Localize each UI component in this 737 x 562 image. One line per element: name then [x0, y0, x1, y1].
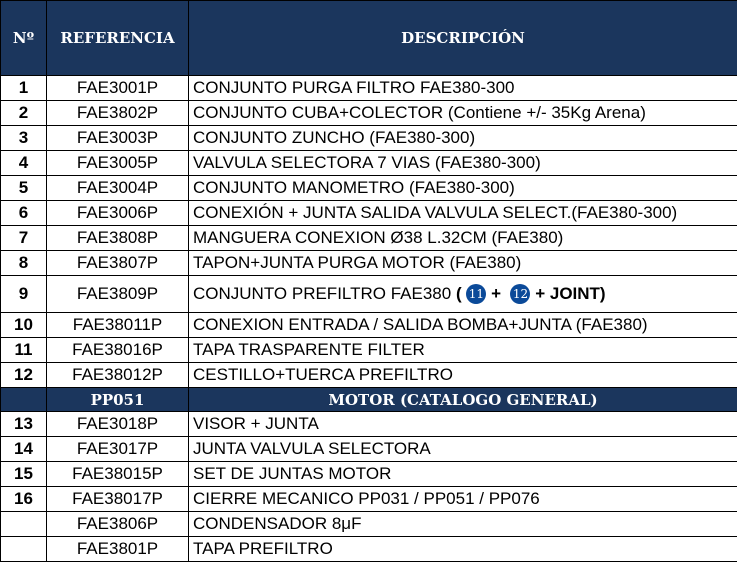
cell-desc: JUNTA VALVULA SELECTORA [189, 437, 737, 462]
paren-open: ( [456, 284, 462, 303]
cell-no: 1 [1, 76, 47, 101]
cell-no: 7 [1, 226, 47, 251]
circle-number-11-icon: 11 [466, 284, 486, 304]
cell-ref: FAE38011P [47, 313, 189, 338]
cell-no: 12 [1, 363, 47, 388]
cell-desc: CONEXION ENTRADA / SALIDA BOMBA+JUNTA (F… [189, 313, 737, 338]
cell-no: 11 [1, 338, 47, 363]
cell-ref: FAE38012P [47, 363, 189, 388]
cell-desc: TAPON+JUNTA PURGA MOTOR (FAE380) [189, 251, 737, 276]
cell-desc: CIERRE MECANICO PP031 / PP051 / PP076 [189, 487, 737, 512]
cell-no: 3 [1, 126, 47, 151]
cell-no: 13 [1, 412, 47, 437]
cell-desc: CONJUNTO MANOMETRO (FAE380-300) [189, 176, 737, 201]
cell-ref: FAE3003P [47, 126, 189, 151]
cell-no: 14 [1, 437, 47, 462]
cell-desc: CONJUNTO PREFILTRO FAE380 ( 11 + 12 + JO… [189, 276, 737, 313]
cell-ref: FAE3006P [47, 201, 189, 226]
cell-ref: FAE3806P [47, 512, 189, 537]
cell-desc: VISOR + JUNTA [189, 412, 737, 437]
cell-no: 2 [1, 101, 47, 126]
cell-ref: FAE3808P [47, 226, 189, 251]
cell-desc: CONJUNTO CUBA+COLECTOR (Contiene +/- 35K… [189, 101, 737, 126]
cell-no: 16 [1, 487, 47, 512]
cell-desc: TAPA PREFILTRO [189, 537, 737, 562]
cell-ref: FAE3801P [47, 537, 189, 562]
header-row: Nº REFERENCIA DESCRIPCIÓN [1, 1, 737, 76]
cell-no: 8 [1, 251, 47, 276]
cell-ref: FAE3005P [47, 151, 189, 176]
cell-no: 4 [1, 151, 47, 176]
cell-desc: CONJUNTO ZUNCHO (FAE380-300) [189, 126, 737, 151]
header-no: Nº [1, 1, 47, 76]
section-ref: PP051 [47, 388, 189, 412]
section-no [1, 388, 47, 412]
cell-desc: SET DE JUNTAS MOTOR [189, 462, 737, 487]
cell-desc: CONJUNTO PURGA FILTRO FAE380-300 [189, 76, 737, 101]
cell-ref: FAE3017P [47, 437, 189, 462]
plus-text: + [491, 284, 501, 303]
cell-desc: CONDENSADOR 8μF [189, 512, 737, 537]
cell-no: 9 [1, 276, 47, 313]
cell-desc: CESTILLO+TUERCA PREFILTRO [189, 363, 737, 388]
desc-text: CONJUNTO PREFILTRO FAE380 [193, 284, 451, 303]
cell-no: 5 [1, 176, 47, 201]
joint-text: + JOINT) [535, 284, 605, 303]
cell-no: 6 [1, 201, 47, 226]
cell-ref: FAE3018P [47, 412, 189, 437]
cell-no [1, 512, 47, 537]
header-desc: DESCRIPCIÓN [189, 1, 737, 76]
cell-ref: FAE3807P [47, 251, 189, 276]
cell-no [1, 537, 47, 562]
cell-ref: FAE3001P [47, 76, 189, 101]
cell-desc: VALVULA SELECTORA 7 VIAS (FAE380-300) [189, 151, 737, 176]
cell-no: 10 [1, 313, 47, 338]
cell-ref: FAE3802P [47, 101, 189, 126]
cell-ref: FAE38015P [47, 462, 189, 487]
circle-number-12-icon: 12 [510, 284, 530, 304]
cell-desc: TAPA TRASPARENTE FILTER [189, 338, 737, 363]
section-desc: MOTOR (CATALOGO GENERAL) [189, 388, 737, 412]
cell-ref: FAE38017P [47, 487, 189, 512]
cell-ref: FAE38016P [47, 338, 189, 363]
cell-ref: FAE3809P [47, 276, 189, 313]
header-ref: REFERENCIA [47, 1, 189, 76]
cell-desc: CONEXIÓN + JUNTA SALIDA VALVULA SELECT.(… [189, 201, 737, 226]
cell-no: 15 [1, 462, 47, 487]
cell-desc: MANGUERA CONEXION Ø38 L.32CM (FAE380) [189, 226, 737, 251]
cell-ref: FAE3004P [47, 176, 189, 201]
